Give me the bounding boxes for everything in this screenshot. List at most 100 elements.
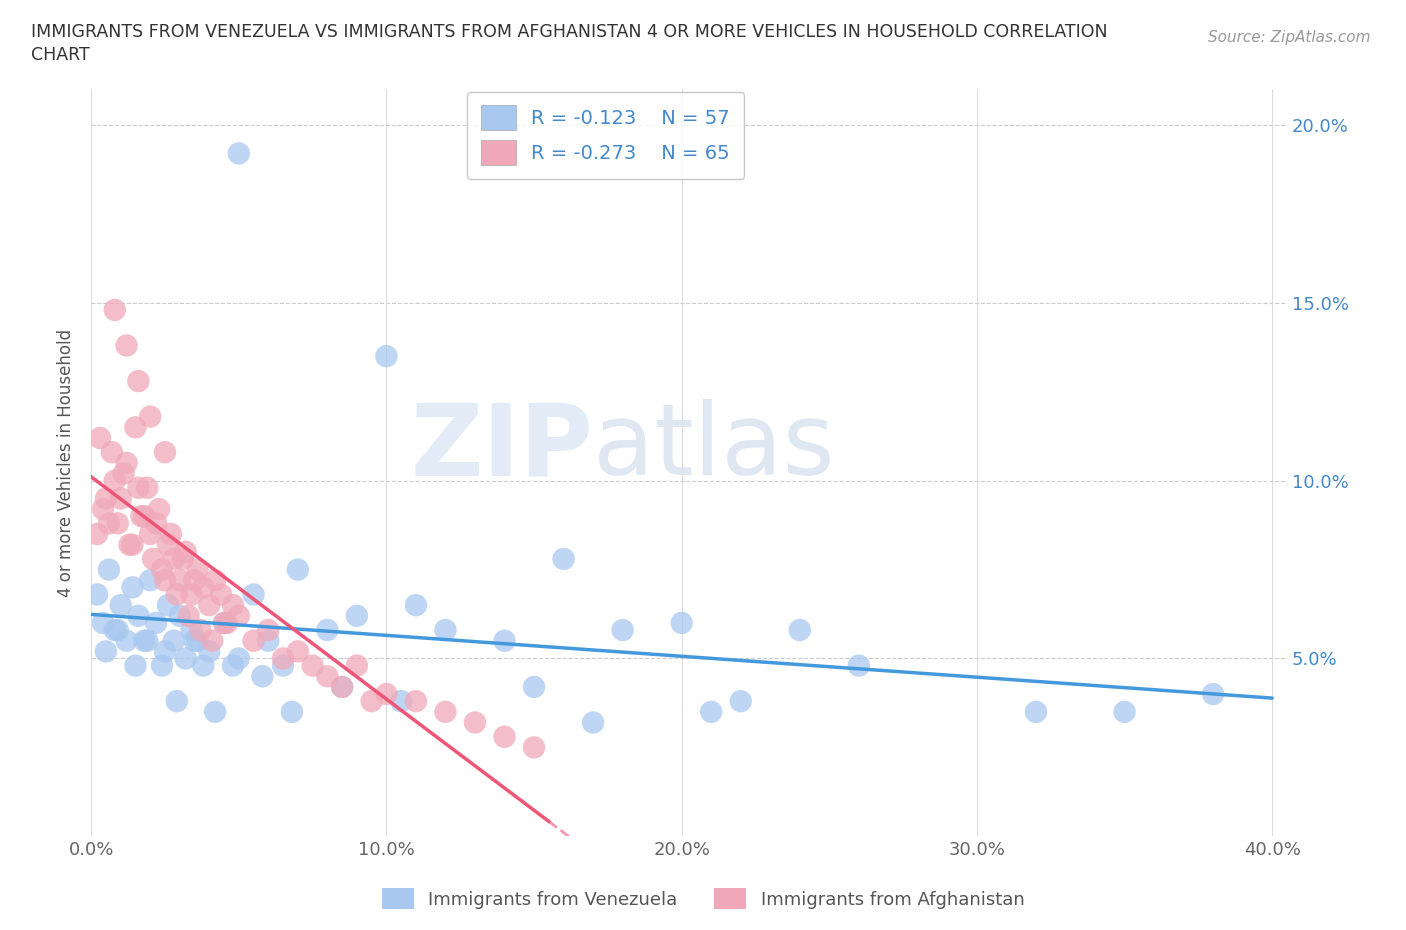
Point [228, 608, 250, 623]
Point [848, 658, 870, 673]
Point [271, 651, 294, 666]
Point [434, 704, 457, 719]
Point [97, 562, 120, 577]
Point [86, 526, 108, 541]
Point [193, 580, 215, 595]
Point [139, 573, 162, 588]
Point [163, 633, 186, 648]
Point [153, 445, 176, 459]
Point [156, 598, 179, 613]
Point [127, 608, 149, 623]
Y-axis label: 4 or more Vehicles in Household: 4 or more Vehicles in Household [58, 329, 75, 597]
Point [204, 704, 226, 719]
Point [222, 598, 245, 613]
Point [316, 622, 339, 637]
Point [112, 466, 135, 481]
Point [180, 587, 202, 602]
Point [156, 538, 179, 552]
Point [287, 562, 309, 577]
Point [186, 562, 208, 577]
Point [330, 680, 353, 695]
Point [121, 580, 143, 595]
Point [1025, 704, 1047, 719]
Point [671, 616, 693, 631]
Point [139, 526, 162, 541]
Point [134, 633, 156, 648]
Point [316, 669, 339, 684]
Point [107, 622, 129, 637]
Point [169, 573, 191, 588]
Point [186, 633, 208, 648]
Point [215, 616, 238, 631]
Point [115, 338, 138, 352]
Legend: R = -0.123    N = 57, R = -0.273    N = 65: R = -0.123 N = 57, R = -0.273 N = 65 [467, 92, 744, 179]
Point [405, 694, 427, 709]
Point [494, 633, 516, 648]
Point [104, 302, 127, 317]
Point [201, 633, 224, 648]
Point [153, 573, 176, 588]
Point [86, 587, 108, 602]
Point [115, 633, 138, 648]
Point [183, 633, 205, 648]
Point [700, 704, 723, 719]
Point [789, 622, 811, 637]
Point [166, 694, 188, 709]
Point [183, 573, 205, 588]
Point [281, 704, 304, 719]
Point [121, 538, 143, 552]
Point [212, 616, 235, 631]
Point [101, 445, 124, 459]
Point [287, 644, 309, 658]
Point [360, 694, 382, 709]
Point [228, 146, 250, 161]
Point [174, 651, 197, 666]
Point [190, 622, 212, 637]
Point [150, 658, 173, 673]
Point [242, 633, 264, 648]
Text: atlas: atlas [593, 399, 835, 497]
Point [582, 715, 605, 730]
Point [523, 680, 546, 695]
Point [346, 658, 368, 673]
Point [1114, 704, 1136, 719]
Point [612, 622, 634, 637]
Point [131, 509, 153, 524]
Point [150, 562, 173, 577]
Text: CHART: CHART [31, 46, 90, 64]
Point [257, 633, 280, 648]
Point [257, 622, 280, 637]
Point [346, 608, 368, 623]
Point [301, 658, 323, 673]
Point [134, 509, 156, 524]
Point [94, 491, 117, 506]
Point [330, 680, 353, 695]
Point [104, 622, 127, 637]
Point [136, 480, 159, 495]
Point [389, 694, 412, 709]
Point [193, 658, 215, 673]
Point [523, 740, 546, 755]
Point [166, 587, 188, 602]
Point [91, 501, 114, 516]
Point [177, 608, 200, 623]
Point [198, 644, 221, 658]
Text: Source: ZipAtlas.com: Source: ZipAtlas.com [1208, 30, 1371, 45]
Point [494, 729, 516, 744]
Legend: Immigrants from Venezuela, Immigrants from Afghanistan: Immigrants from Venezuela, Immigrants fr… [374, 881, 1032, 916]
Point [136, 633, 159, 648]
Point [553, 551, 575, 566]
Point [242, 587, 264, 602]
Point [127, 374, 149, 389]
Point [124, 658, 146, 673]
Point [145, 616, 167, 631]
Point [434, 622, 457, 637]
Point [198, 598, 221, 613]
Text: ZIP: ZIP [411, 399, 593, 497]
Point [464, 715, 486, 730]
Point [104, 473, 127, 488]
Point [204, 573, 226, 588]
Point [153, 644, 176, 658]
Point [1202, 686, 1225, 701]
Point [222, 658, 245, 673]
